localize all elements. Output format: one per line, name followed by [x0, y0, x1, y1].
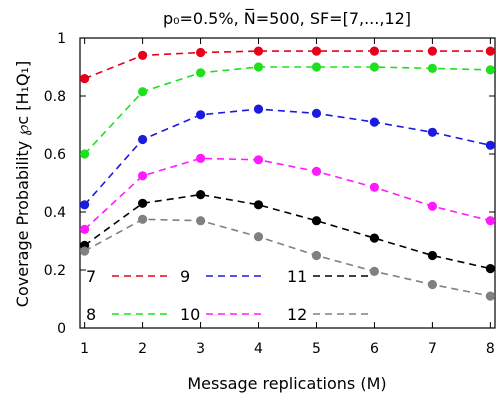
y-tick-label: 0.4 — [44, 205, 66, 221]
data-point — [253, 46, 264, 56]
data-point — [311, 108, 322, 118]
x-tick-label: 5 — [312, 341, 321, 357]
data-point — [196, 190, 206, 200]
legend-item-10: 10 — [180, 305, 262, 324]
data-point — [311, 46, 322, 56]
legend-item-8: 8 — [86, 305, 168, 324]
x-tick-label: 2 — [138, 341, 147, 357]
x-tick-label: 6 — [370, 341, 379, 357]
legend: 7 8 9 10 11 12 — [86, 267, 369, 324]
axes: 00.20.40.60.811 2 3 4 5 6 7 8 — [44, 31, 496, 357]
y-tick-label: 0.2 — [44, 263, 66, 279]
data-point — [80, 246, 90, 256]
data-point — [485, 264, 495, 274]
data-point — [138, 50, 148, 61]
x-tick-label: 1 — [80, 341, 89, 357]
data-point — [485, 46, 495, 56]
data-point — [253, 232, 264, 242]
series-10 — [80, 153, 495, 234]
legend-item-9: 9 — [180, 267, 262, 286]
data-point — [138, 87, 148, 97]
data-point — [311, 166, 322, 176]
data-point — [196, 153, 206, 163]
data-point — [253, 155, 264, 165]
legend-label: 12 — [287, 305, 307, 324]
data-point — [369, 233, 379, 243]
series-layer — [80, 46, 495, 301]
data-point — [253, 200, 264, 210]
series-line-11 — [84, 193, 491, 270]
data-point — [311, 216, 322, 226]
data-point — [369, 62, 379, 72]
data-point — [369, 117, 379, 127]
data-point — [80, 200, 90, 210]
data-point — [369, 182, 379, 192]
data-point — [427, 201, 437, 211]
series-line-9 — [84, 108, 491, 206]
data-point — [485, 216, 495, 226]
data-point — [311, 250, 322, 261]
y-tick-label: 0 — [57, 321, 66, 337]
x-tick-label: 7 — [428, 341, 437, 357]
data-point — [80, 74, 90, 84]
y-tick-label: 1 — [57, 31, 66, 47]
plot-frame — [79, 37, 496, 329]
data-point — [253, 104, 264, 114]
data-point — [196, 68, 206, 78]
data-point — [138, 198, 148, 208]
series-9 — [80, 104, 495, 210]
data-point — [311, 62, 322, 72]
data-point — [369, 266, 379, 276]
series-7 — [80, 46, 495, 84]
data-point — [138, 171, 148, 181]
data-point — [138, 214, 148, 224]
data-point — [80, 149, 90, 159]
data-point — [485, 291, 495, 301]
legend-label: 11 — [287, 267, 307, 286]
legend-item-11: 11 — [287, 267, 369, 286]
data-point — [196, 47, 206, 58]
data-point — [196, 216, 206, 226]
x-tick-label: 8 — [486, 341, 495, 357]
data-point — [427, 250, 437, 261]
series-line-8 — [84, 66, 491, 155]
data-point — [427, 127, 437, 137]
chart-title: p₀=0.5%, N̅=500, SF=[7,...,12] — [163, 9, 411, 28]
legend-label: 7 — [86, 267, 96, 286]
series-11 — [80, 190, 495, 274]
data-point — [196, 110, 206, 120]
data-point — [80, 224, 90, 234]
legend-label: 9 — [180, 267, 190, 286]
y-tick-label: 0.6 — [44, 147, 66, 163]
data-point — [427, 279, 437, 290]
legend-label: 10 — [180, 305, 200, 324]
legend-item-7: 7 — [86, 267, 168, 286]
series-line-10 — [84, 157, 491, 230]
data-point — [138, 134, 148, 145]
series-line-7 — [84, 50, 491, 80]
x-axis-label: Message replications (M) — [187, 374, 386, 393]
y-axis-label: Coverage Probability ℘c [H₁Q₁] — [13, 61, 32, 307]
data-point — [427, 63, 437, 73]
x-tick-label: 4 — [254, 341, 263, 357]
series-12 — [80, 214, 495, 301]
legend-label: 8 — [86, 305, 96, 324]
series-line-12 — [84, 218, 491, 297]
data-point — [485, 140, 495, 150]
series-8 — [80, 62, 495, 159]
data-point — [369, 46, 379, 56]
data-point — [253, 62, 264, 72]
data-point — [427, 46, 437, 56]
data-point — [485, 65, 495, 75]
y-tick-label: 0.8 — [44, 89, 66, 105]
x-tick-label: 3 — [196, 341, 205, 357]
legend-item-12: 12 — [287, 305, 369, 324]
